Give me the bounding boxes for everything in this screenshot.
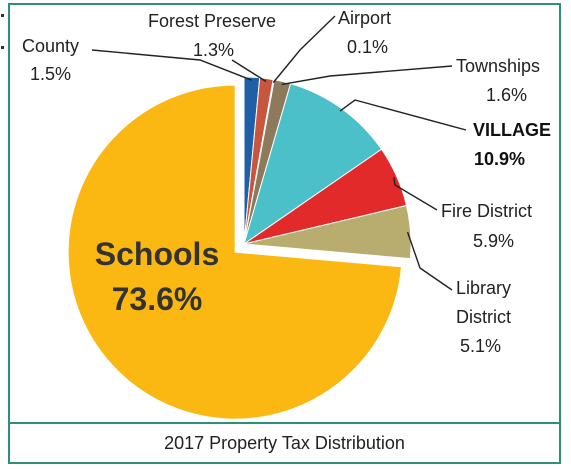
margin-dot — [1, 46, 4, 49]
label-schools-name: Schools — [95, 236, 219, 272]
label-library-name-2: District — [456, 307, 511, 327]
leader-line-library-district — [406, 231, 453, 291]
margin-dot — [1, 14, 4, 17]
label-fire-value: 5.9% — [473, 231, 514, 251]
label-townships-name: Townships — [456, 56, 540, 76]
leader-line-forest-preserve — [231, 59, 267, 83]
chart-frame: 2017 Property Tax Distribution — [8, 3, 561, 464]
label-fire-name: Fire District — [441, 201, 532, 221]
label-townships-value: 1.6% — [486, 85, 527, 105]
pie-chart: County 1.5% Forest Preserve 1.3% Airport… — [22, 8, 551, 420]
pie-slices — [67, 76, 412, 420]
label-airport-value: 0.1% — [347, 37, 388, 57]
label-forest-name: Forest Preserve — [148, 11, 276, 31]
label-village-value: 10.9% — [474, 149, 525, 169]
pie-slice-schools — [67, 84, 403, 420]
leader-line-townships — [281, 65, 453, 86]
label-schools-value: 73.6% — [112, 281, 203, 317]
leader-line-airport — [272, 15, 336, 84]
leader-line-village — [339, 99, 467, 131]
leader-line-county — [91, 49, 252, 81]
label-village-name: VILLAGE — [473, 120, 551, 140]
pie-slice-village — [243, 83, 383, 246]
label-county-name: County — [22, 36, 79, 56]
chart-title: 2017 Property Tax Distribution — [164, 432, 405, 453]
pie-slice-library-district — [243, 204, 412, 260]
label-county-value: 1.5% — [30, 64, 71, 84]
leader-lines — [91, 15, 467, 291]
label-airport-name: Airport — [338, 8, 391, 28]
leader-line-fire-district — [393, 177, 438, 211]
label-library-value: 5.1% — [460, 336, 501, 356]
label-forest-value: 1.3% — [193, 40, 234, 60]
caption-bar: 2017 Property Tax Distribution — [10, 422, 559, 462]
label-library-name-1: Library — [456, 278, 511, 298]
